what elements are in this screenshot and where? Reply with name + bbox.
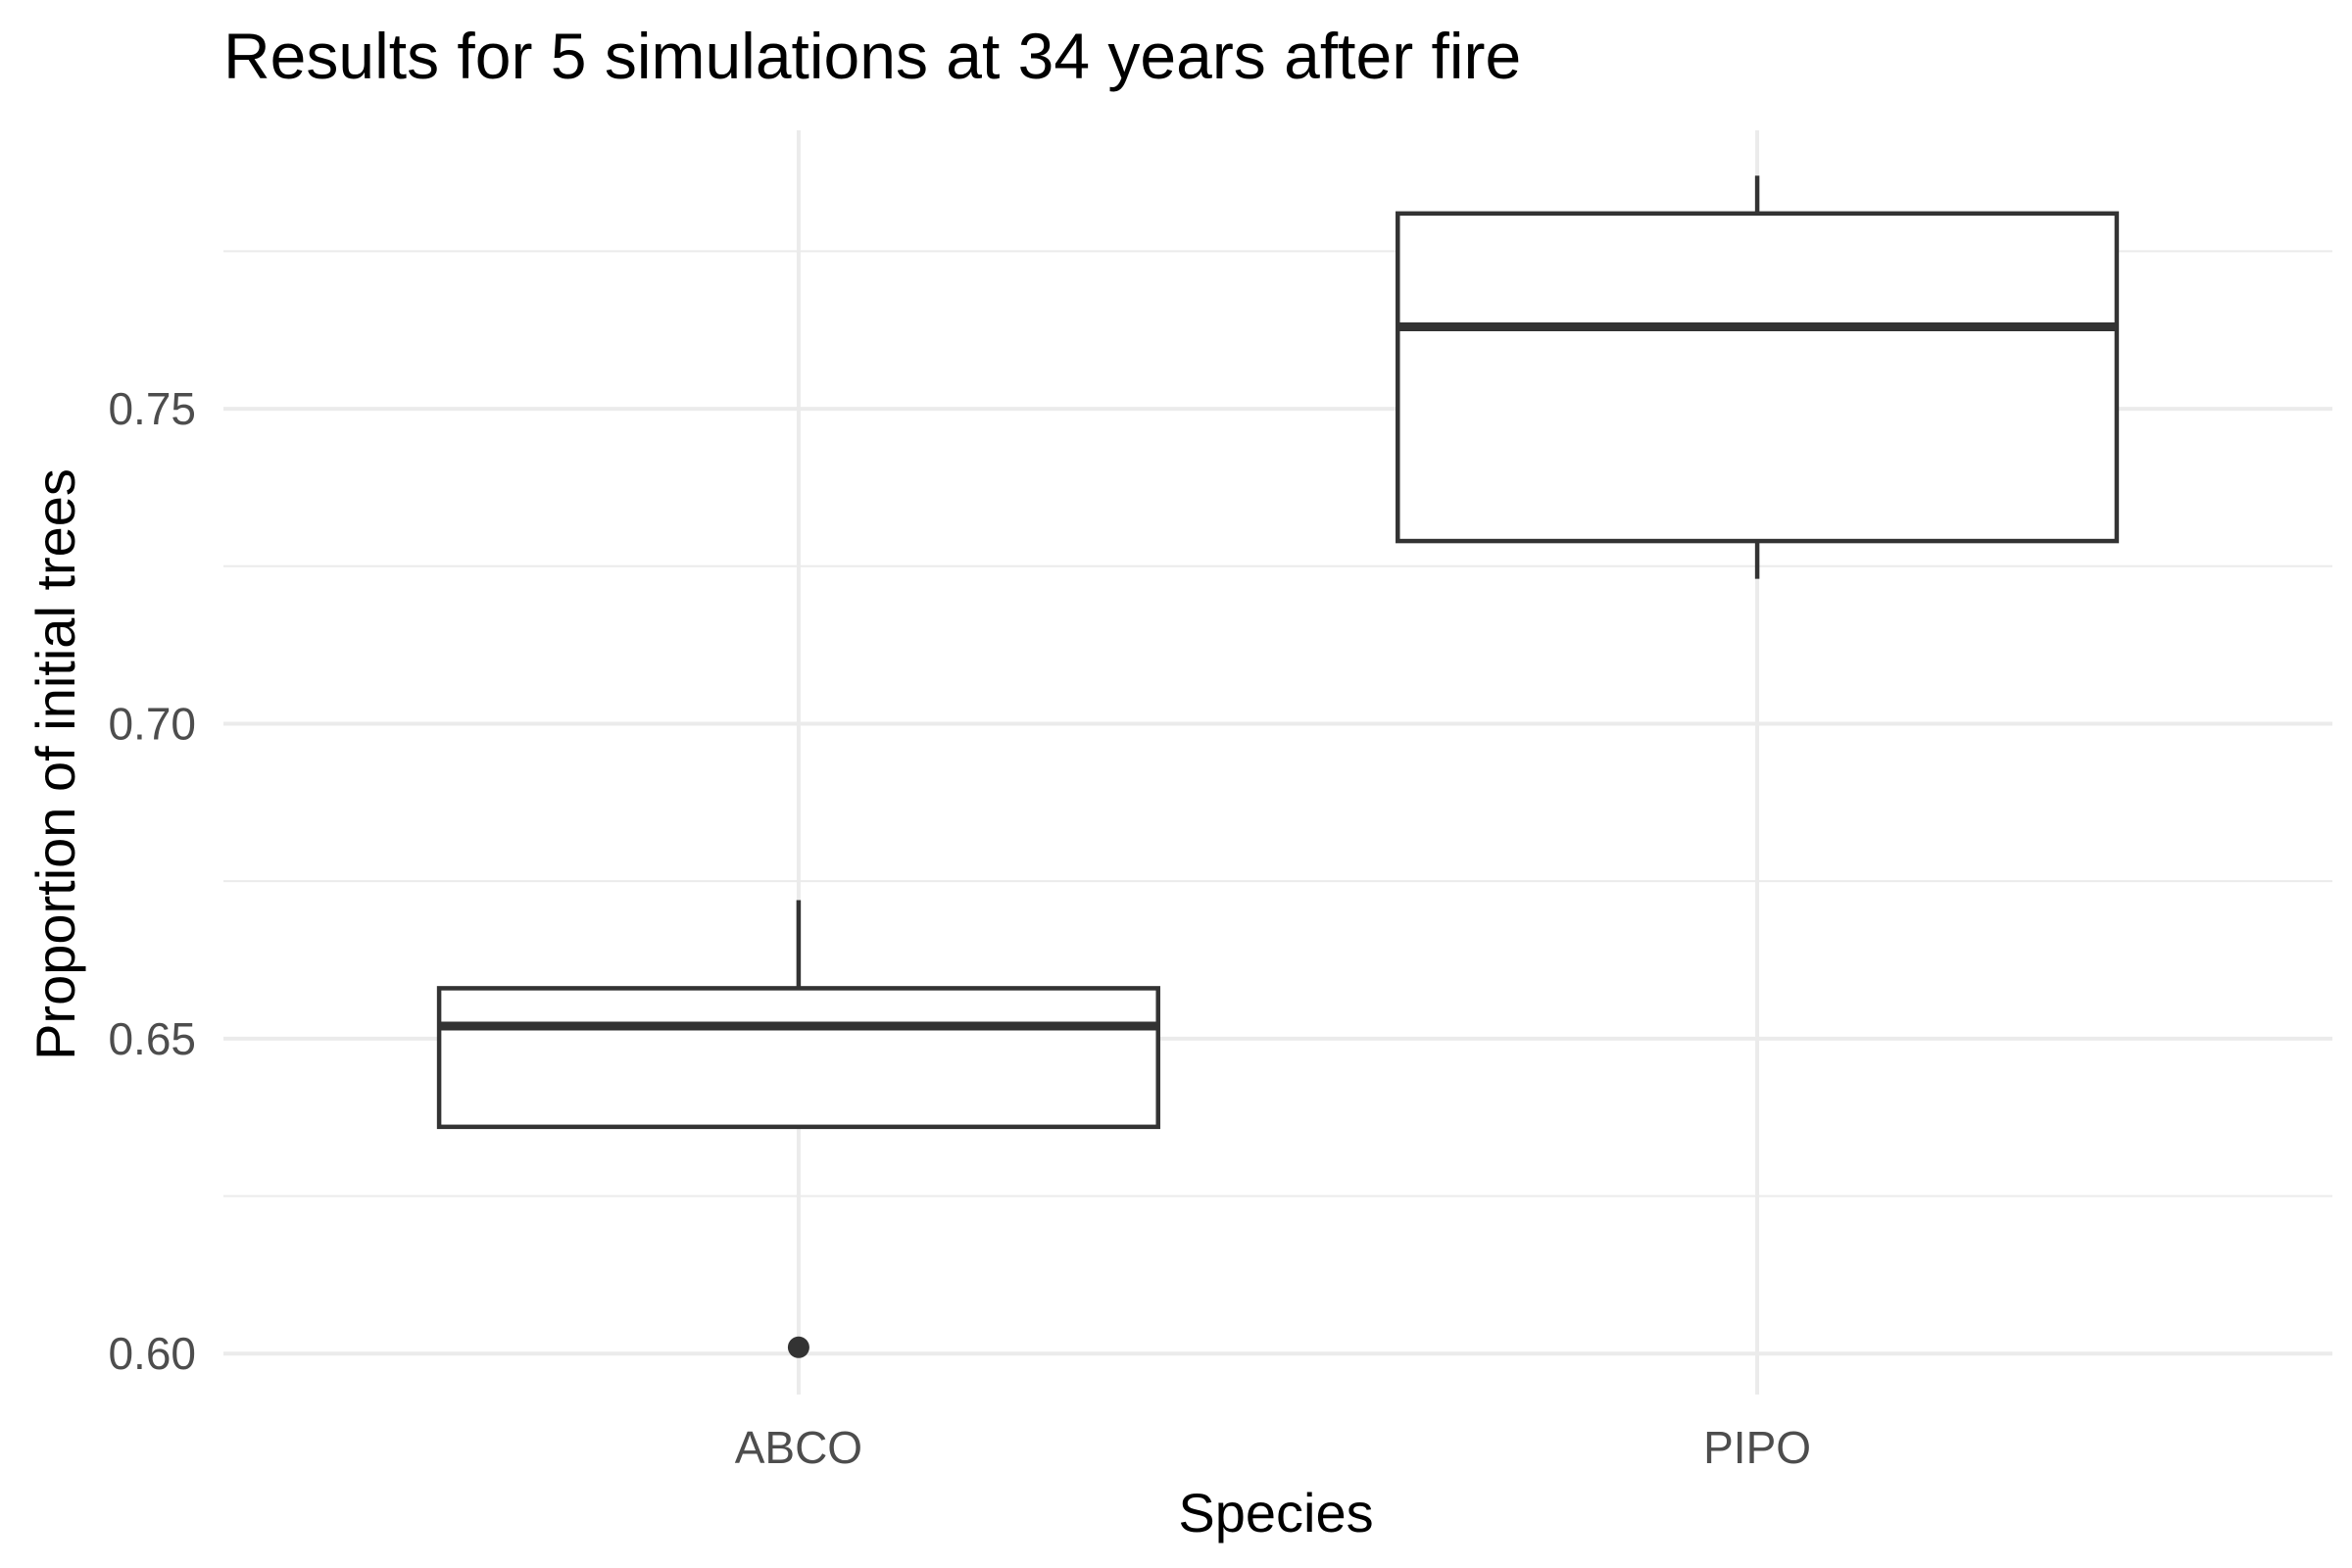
iqr-box-pipo bbox=[1396, 211, 2120, 544]
y-tick-label: 0.65 bbox=[108, 1013, 196, 1064]
box-pipo bbox=[1396, 175, 2120, 579]
x-axis-ticks: ABCO PIPO bbox=[735, 1422, 1811, 1473]
x-axis-title: Species bbox=[1178, 1482, 1373, 1544]
outlier-point-abco bbox=[787, 1336, 809, 1358]
box-abco bbox=[436, 900, 1160, 1358]
iqr-box-abco bbox=[436, 986, 1160, 1130]
x-tick-label-pipo: PIPO bbox=[1703, 1422, 1811, 1473]
chart-title: Results for 5 simulations at 34 years af… bbox=[223, 20, 1521, 92]
y-axis-title: Proportion of initial trees bbox=[24, 468, 86, 1060]
y-tick-label: 0.75 bbox=[108, 383, 196, 434]
y-axis-ticks: 0.60 0.65 0.70 0.75 bbox=[108, 383, 196, 1379]
boxes bbox=[436, 175, 2120, 1358]
x-tick-label-abco: ABCO bbox=[735, 1422, 862, 1473]
y-tick-label: 0.70 bbox=[108, 698, 196, 749]
y-tick-label: 0.60 bbox=[108, 1328, 196, 1379]
